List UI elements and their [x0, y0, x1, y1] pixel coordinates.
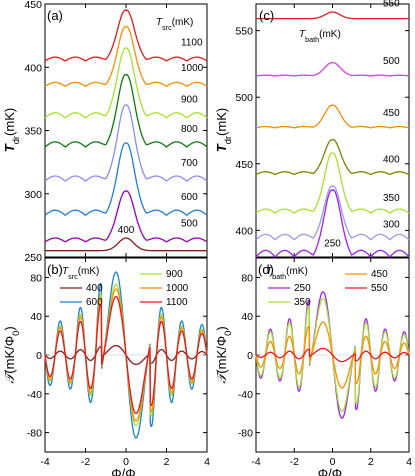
- series-label-800: 800: [181, 124, 198, 135]
- panel-d: -80 -40 0 40 80 -4 -2 0 2 4 (d)Tbath(mK) 250 350 450 5…: [214, 257, 412, 476]
- y-tick-label: 80: [30, 272, 42, 284]
- series-label-350: 350: [383, 193, 400, 204]
- x-tick-label: 2: [368, 456, 374, 468]
- panel-label: (b): [47, 262, 63, 277]
- y-tick-label: 300: [24, 189, 42, 201]
- x-axis-label: Φ/Φ0: [318, 466, 348, 476]
- legend-entry-600: 600: [86, 297, 103, 308]
- y-tick-label: 550: [235, 26, 253, 38]
- y-axis-label: Tdr(mK): [214, 108, 233, 152]
- legend-entry-250: 250: [294, 283, 311, 294]
- y-tick-label: 400: [235, 225, 253, 237]
- y-tick-label: -80: [27, 428, 42, 440]
- series-label-700: 700: [181, 158, 198, 169]
- series-label-900: 900: [181, 95, 198, 106]
- y-tick-label: 40: [30, 311, 42, 323]
- series-line-550: [255, 347, 410, 363]
- legend-title: Tbath(mK): [266, 266, 308, 281]
- series-label-1000: 1000: [181, 63, 204, 74]
- series-label-500: 500: [181, 219, 198, 230]
- x-tick-label: 0: [330, 456, 336, 468]
- x-tick-label: 2: [164, 456, 170, 468]
- series-line-300: [255, 185, 410, 241]
- series-label-400: 400: [118, 225, 135, 236]
- x-tick-label: 0: [123, 456, 129, 468]
- series-line-900: [44, 47, 208, 119]
- y-tick-label: 400: [24, 62, 42, 74]
- x-tick-label: -4: [40, 456, 49, 468]
- y-tick-label: -80: [238, 428, 253, 440]
- x-tick-label: -2: [290, 456, 299, 468]
- series-line-1100: [44, 295, 208, 415]
- series-line-400: [255, 139, 410, 176]
- series-line-450: [255, 104, 410, 129]
- series-label-600: 600: [181, 192, 198, 203]
- x-tick-label: 4: [406, 456, 412, 468]
- series-line-350: [255, 152, 410, 214]
- legend-entry-900: 900: [166, 269, 183, 280]
- legend-entry-1100: 1100: [166, 297, 188, 308]
- series-label-250: 250: [324, 238, 341, 249]
- x-tick-label: 4: [204, 456, 210, 468]
- series-line-1000: [44, 25, 208, 87]
- y-tick-label: 350: [24, 126, 42, 138]
- panel-a: 250 300 350 400 450 400 500 600 700 800 900 1000 110…: [2, 0, 208, 264]
- y-tick-label: 450: [235, 159, 253, 171]
- panel-c: 400 450 500 550 250 300 350 400 450 500 550 (c) Tbat…: [214, 0, 410, 258]
- y-tick-label: 40: [241, 311, 253, 323]
- panel-b: -80 -40 0 40 80 -4 -2 0 2 4 (b) Tsrc(mK) 400 600 900 10…: [2, 257, 210, 476]
- legend-title: Tbath(mK): [299, 29, 341, 44]
- legend-entry-450: 450: [371, 269, 388, 280]
- series-line-1100: [44, 9, 208, 62]
- series-label-300: 300: [383, 220, 400, 231]
- series-label-400: 400: [383, 154, 400, 165]
- y-tick-label: 500: [235, 92, 253, 104]
- panel-label: (a): [47, 8, 63, 23]
- series-line-800: [44, 73, 208, 148]
- x-tick-label: -4: [251, 456, 260, 468]
- legend-entry-400: 400: [86, 283, 103, 294]
- panel-label: (d): [258, 262, 274, 277]
- series-line-600: [44, 142, 208, 217]
- legend-entry-1000: 1000: [166, 283, 189, 294]
- series-label-1100: 1100: [181, 38, 203, 49]
- y-tick-label: 250: [24, 252, 42, 264]
- x-axis-label: Φ/Φ0: [111, 466, 141, 476]
- y-tick-label: 0: [247, 350, 253, 362]
- legend-entry-550: 550: [371, 283, 388, 294]
- legend-entry-350: 350: [294, 297, 311, 308]
- y-tick-label: 0: [36, 350, 42, 362]
- series-label-450: 450: [383, 108, 400, 119]
- series-line-400: [45, 237, 207, 252]
- y-axis-label: 𝒯(mK/Φ0): [214, 326, 233, 383]
- y-axis-label: 𝒯(mK/Φ0): [2, 326, 21, 383]
- legend-title: Tsrc(mK): [156, 17, 193, 32]
- series-line-500: [255, 61, 410, 77]
- series-label-500: 500: [383, 56, 400, 67]
- series-label-550: 550: [383, 0, 400, 10]
- y-tick-label: -40: [27, 389, 42, 401]
- x-tick-label: -2: [81, 456, 90, 468]
- legend-title: Tsrc(mK): [62, 266, 99, 281]
- y-tick-label: 450: [24, 0, 42, 11]
- series-line-550: [256, 11, 409, 20]
- panel-label: (c): [259, 8, 274, 23]
- y-axis-label: Tdr(mK): [2, 108, 21, 152]
- series-line-500: [44, 190, 208, 243]
- series-line-700: [44, 104, 208, 182]
- y-tick-label: -40: [238, 389, 253, 401]
- series-line-250: [255, 189, 410, 258]
- y-tick-label: 80: [241, 272, 253, 284]
